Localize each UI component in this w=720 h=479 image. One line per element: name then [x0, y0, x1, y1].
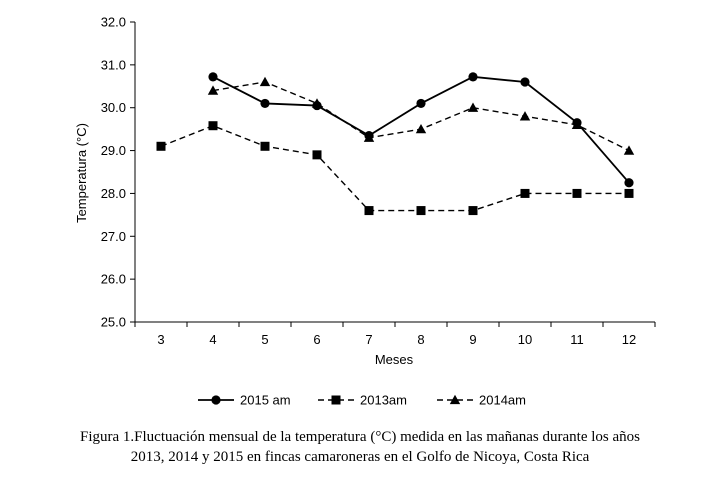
caption-line-2: 2013, 2014 y 2015 en fincas camaroneras … [130, 449, 590, 465]
data-point [624, 178, 634, 188]
data-point [260, 141, 270, 151]
legend: 2015 am 2013am 2014am [198, 393, 526, 408]
x-tick-label: 8 [417, 332, 424, 347]
legend-item: 2013am [318, 393, 407, 408]
data-point [416, 206, 426, 216]
data-point [571, 119, 583, 130]
data-point [208, 121, 218, 131]
y-tick-label: 29.0 [101, 143, 126, 158]
figure-caption: Figura 1.Fluctuación mensual de la tempe… [0, 427, 720, 467]
x-tick-label: 3 [157, 332, 164, 347]
y-tick-label: 31.0 [101, 57, 126, 72]
series-line [160, 124, 629, 212]
series-line [212, 81, 630, 152]
y-tick-label: 30.0 [101, 100, 126, 115]
data-point [519, 111, 531, 121]
plot-area [156, 72, 635, 216]
x-axis-title: Meses [375, 352, 414, 367]
x-tick-label: 9 [469, 332, 476, 347]
y-tick-label: 28.0 [101, 186, 126, 201]
data-point [415, 123, 427, 134]
legend-marker [211, 395, 221, 405]
x-tick-label: 6 [313, 332, 320, 347]
data-point [364, 206, 374, 216]
y-tick-label: 27.0 [101, 229, 126, 244]
data-point [623, 145, 635, 155]
data-point [468, 72, 478, 82]
series-triangle [207, 76, 635, 155]
legend-label: 2014am [479, 393, 526, 408]
data-point [156, 141, 166, 151]
series-square [156, 121, 634, 216]
data-point [311, 98, 323, 108]
legend-marker [331, 395, 341, 405]
y-tick-label: 26.0 [101, 272, 126, 287]
data-point [416, 98, 426, 109]
data-point [363, 132, 375, 142]
y-tick-label: 32.0 [101, 15, 126, 30]
legend-label: 2013am [360, 393, 407, 408]
data-point [260, 98, 270, 109]
data-point [520, 77, 530, 87]
caption-line-1: Figura 1.Fluctuación mensual de la tempe… [80, 429, 640, 445]
x-tick-label: 5 [261, 332, 268, 347]
data-point [467, 102, 479, 112]
x-tick-label: 7 [365, 332, 372, 347]
legend-label: 2015 am [240, 393, 291, 408]
y-tick-label: 25.0 [101, 315, 126, 330]
x-tick-label: 11 [570, 332, 584, 347]
data-point [259, 76, 271, 87]
data-point [208, 72, 218, 82]
data-point [468, 206, 478, 216]
data-point [624, 188, 634, 198]
line-chart: 25.0 26.0 27.0 28.0 29.0 30.0 31.0 32.0 3 4 5 6 7 8 9 1… [74, 15, 656, 408]
legend-marker [449, 394, 461, 405]
x-tick-label: 4 [209, 332, 216, 347]
legend-item: 2014am [437, 393, 526, 408]
legend-item: 2015 am [198, 393, 291, 408]
x-tick-label: 10 [518, 332, 532, 347]
y-axis-title: Temperatura (°C) [74, 123, 89, 223]
axes: 25.0 26.0 27.0 28.0 29.0 30.0 31.0 32.0 3 4 5 6 7 8 9 1… [101, 15, 656, 347]
data-point [572, 188, 582, 198]
data-point [207, 85, 219, 95]
data-point [312, 150, 322, 160]
x-tick-label: 12 [622, 332, 636, 347]
data-point [520, 188, 530, 198]
